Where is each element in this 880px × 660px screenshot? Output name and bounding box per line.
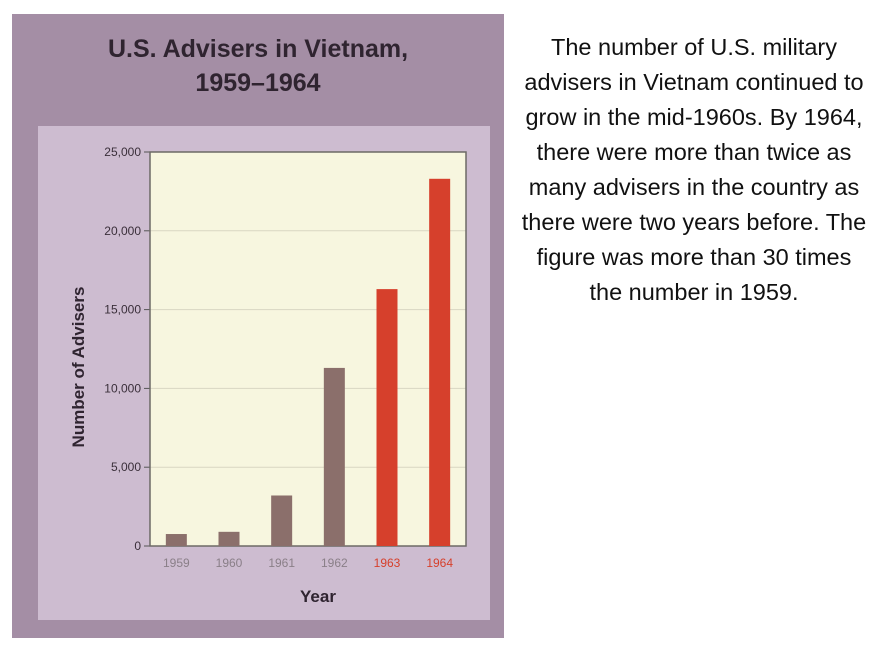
bar-1962 — [323, 367, 345, 546]
x-tick-label: 1960 — [216, 556, 243, 570]
y-tick-label: 5,000 — [111, 460, 141, 474]
chart-title-line2: 1959–1964 — [195, 69, 321, 97]
y-tick-label: 20,000 — [104, 224, 141, 238]
plot-frame — [149, 151, 467, 547]
bar-1961 — [271, 495, 293, 546]
x-tick-label: 1962 — [321, 556, 348, 570]
bar-1964 — [429, 178, 451, 546]
y-tick-label: 10,000 — [104, 381, 141, 395]
bar-1959 — [165, 534, 187, 546]
chart-inner-frame: 0 5,000 10,000 15,000 20,000 25,000 1959 1960 19… — [38, 126, 490, 620]
bar-chart: 0 5,000 10,000 15,000 20,000 25,000 1959 1960 19… — [69, 145, 467, 606]
plot-area — [150, 152, 466, 546]
bar-1963 — [376, 289, 398, 546]
y-axis-label: Number of Advisers — [69, 287, 88, 448]
y-tick-label: 15,000 — [104, 303, 141, 317]
x-tick-label: 1959 — [163, 556, 190, 570]
bar-1960 — [218, 531, 240, 546]
chart-title: U.S. Advisers in Vietnam, 1959–1964 — [12, 32, 504, 100]
y-tick-label: 0 — [134, 539, 141, 553]
x-tick-label: 1964 — [426, 556, 453, 570]
x-tick-label: 1961 — [268, 556, 295, 570]
x-axis-label: Year — [300, 587, 336, 606]
chart-panel: U.S. Advisers in Vietnam, 1959–1964 0 5,0… — [12, 14, 504, 638]
caption-text: The number of U.S. military advisers in … — [521, 34, 867, 305]
chart-title-line1: U.S. Advisers in Vietnam, — [107, 35, 409, 63]
x-tick-label: 1963 — [374, 556, 401, 570]
y-tick-label: 25,000 — [104, 145, 141, 159]
